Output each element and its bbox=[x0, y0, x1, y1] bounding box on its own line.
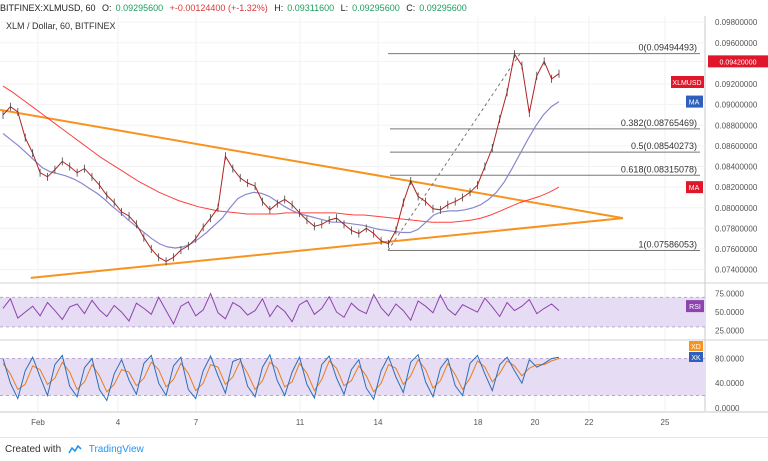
ma-fast-line bbox=[2, 101, 560, 249]
x-tick-label: 4 bbox=[116, 418, 121, 427]
y-tick-label: 0.08800000 bbox=[715, 121, 758, 130]
x-tick-label: Feb bbox=[31, 418, 45, 427]
stoch-tick-label: 40.0000 bbox=[715, 379, 744, 388]
close-value: 0.09295600 bbox=[419, 3, 467, 13]
fib-level-label: 0.382(0.08765469) bbox=[621, 118, 697, 128]
x-tick-label: 22 bbox=[585, 418, 594, 427]
stoch-d-badge: XD bbox=[691, 344, 701, 351]
ma-badge: MA bbox=[689, 185, 700, 192]
y-tick-label: 0.09200000 bbox=[715, 80, 758, 89]
rsi-tick-label: 50.0000 bbox=[715, 308, 744, 317]
ma-badge: MA bbox=[689, 100, 700, 107]
rsi-tick-label: 25.0000 bbox=[715, 327, 744, 336]
rsi-line bbox=[2, 292, 560, 326]
price-line bbox=[2, 52, 560, 262]
price-tag: 0.09420000 bbox=[720, 59, 757, 66]
x-tick-label: 11 bbox=[296, 418, 305, 427]
tradingview-logo-icon bbox=[68, 444, 82, 454]
triangle-upper-line bbox=[0, 108, 624, 220]
credit-text: Created with bbox=[5, 444, 62, 455]
ma-badge-bg bbox=[686, 95, 703, 108]
xlmusd-badge: XLMUSD bbox=[672, 80, 701, 87]
y-tick-label: 0.09800000 bbox=[715, 18, 758, 27]
ma-slow-line bbox=[2, 85, 560, 223]
change-value: +-0.00124400 (+-1.32%) bbox=[169, 3, 268, 13]
y-tick-label: 0.08400000 bbox=[715, 163, 758, 172]
rsi-badge: RSI bbox=[689, 304, 701, 311]
rsi-band bbox=[0, 297, 705, 327]
y-tick-label: 0.08600000 bbox=[715, 142, 758, 151]
open-value: 0.09295600 bbox=[115, 3, 164, 13]
rsi-tick-label: 75.0000 bbox=[715, 290, 744, 299]
low-value: 0.09295600 bbox=[352, 3, 400, 13]
y-tick-label: 0.09000000 bbox=[715, 101, 758, 110]
x-tick-label: 7 bbox=[194, 418, 199, 427]
high-label: H: bbox=[274, 3, 284, 13]
chart-header: BITFINEX:XLMUSD, 60 O: 0.09295600 +-0.001… bbox=[0, 0, 768, 16]
close-label: C: bbox=[406, 3, 416, 13]
stoch-tick-label: 80.0000 bbox=[715, 354, 744, 363]
fib-level-label: 0(0.09494493) bbox=[638, 43, 697, 53]
fib-level-label: 0.5(0.08540273) bbox=[631, 141, 697, 151]
stoch-d-badge-bg bbox=[689, 341, 703, 351]
price-tag-bg bbox=[708, 55, 768, 68]
x-tick-label: 18 bbox=[474, 418, 483, 427]
y-tick-label: 0.07600000 bbox=[715, 245, 758, 254]
tradingview-link[interactable]: TradingView bbox=[88, 444, 144, 455]
open-label: O: bbox=[102, 3, 112, 13]
x-tick-label: 14 bbox=[374, 418, 383, 427]
y-tick-label: 0.08200000 bbox=[715, 183, 758, 192]
triangle-lower-line bbox=[30, 217, 624, 279]
y-tick-label: 0.08000000 bbox=[715, 204, 758, 213]
symbol-label[interactable]: BITFINEX:XLMUSD, 60 bbox=[0, 3, 96, 13]
rsi-badge-bg bbox=[686, 300, 704, 313]
fib-level-label: 0.618(0.08315078) bbox=[621, 164, 697, 174]
high-value: 0.09311600 bbox=[287, 3, 335, 13]
x-tick-label: 20 bbox=[531, 418, 540, 427]
stoch-d-line bbox=[2, 358, 560, 393]
footer: Created with TradingView bbox=[0, 437, 768, 461]
stoch-k-line bbox=[2, 353, 560, 402]
low-label: L: bbox=[340, 3, 349, 13]
ma-badge-bg bbox=[686, 181, 703, 194]
xlmusd-badge-bg bbox=[671, 75, 704, 88]
chart-canvas[interactable]: 0.09800000 0.09600000 0.09420000 0.09200000… bbox=[0, 16, 768, 437]
stoch-tick-label: 0.0000 bbox=[715, 404, 740, 413]
x-tick-label: 25 bbox=[661, 418, 670, 427]
y-tick-label: 0.09600000 bbox=[715, 39, 758, 48]
y-tick-label: 0.07800000 bbox=[715, 224, 758, 233]
stoch-k-badge-bg bbox=[689, 352, 703, 362]
stoch-k-badge: XK bbox=[691, 355, 701, 362]
fib-level-label: 1(0.07586053) bbox=[638, 239, 697, 249]
chart-legend: XLM / Dollar, 60, BITFINEX bbox=[6, 21, 116, 31]
y-tick-label: 0.07400000 bbox=[715, 266, 758, 275]
